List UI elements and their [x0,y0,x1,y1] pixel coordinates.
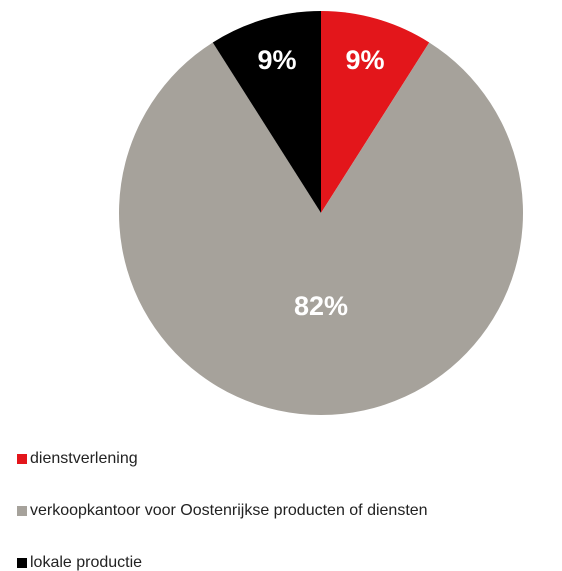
legend-label: lokale productie [30,554,142,571]
legend-swatch [17,454,27,464]
value-label: 9% [345,45,384,75]
legend-swatch [17,558,27,568]
pie-slice [212,10,321,213]
value-label: 9% [258,45,297,75]
legend-label: verkoopkantoor voor Oostenrijkse product… [30,502,428,519]
legend-swatch [17,506,27,516]
pie-slice [321,11,430,213]
legend-label: dienstverlening [30,450,138,467]
value-label: 82% [294,291,348,321]
pie-slice [119,42,524,415]
